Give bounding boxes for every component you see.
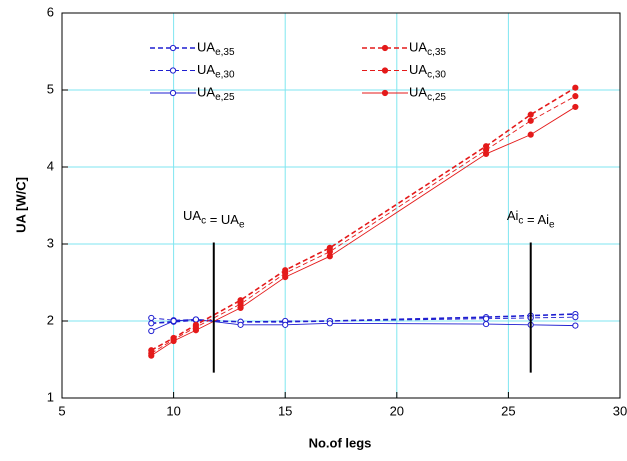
legend-label: UAc,30 <box>409 62 446 80</box>
legend-marker <box>381 44 389 52</box>
point <box>148 320 155 327</box>
point <box>527 117 534 124</box>
point <box>527 131 534 138</box>
point <box>572 93 579 100</box>
point <box>482 320 490 328</box>
plot-frame <box>61 12 621 399</box>
legend-label: UAc,25 <box>409 84 446 102</box>
legend-label: UAe,35 <box>197 39 235 57</box>
point <box>572 314 579 321</box>
point <box>572 84 579 91</box>
point <box>572 322 579 329</box>
point <box>572 103 579 111</box>
point <box>282 321 289 328</box>
x-axis-label: No.of legs <box>309 435 372 450</box>
annotation: UAc = UAe <box>183 208 245 230</box>
x-tick-label: 20 <box>390 403 404 418</box>
point <box>192 316 200 323</box>
y-axis-label: UA [W/C] <box>13 177 28 233</box>
point <box>326 320 333 327</box>
y-tick-label: 5 <box>47 81 54 96</box>
series-line <box>151 313 576 325</box>
point <box>237 304 244 312</box>
legend-marker <box>169 89 177 97</box>
point <box>482 150 490 158</box>
legend-marker <box>169 44 177 52</box>
point <box>237 321 244 328</box>
y-tick-label: 2 <box>47 312 54 327</box>
x-tick-label: 10 <box>166 403 180 418</box>
y-tick-label: 6 <box>47 4 54 19</box>
point <box>148 314 155 322</box>
point <box>326 253 333 260</box>
point <box>282 274 289 281</box>
legend-label: UAc,35 <box>409 39 446 57</box>
point <box>482 315 490 322</box>
legend-label: UAe,30 <box>197 62 235 80</box>
legend-label: UAe,25 <box>197 84 235 102</box>
point <box>192 327 200 334</box>
annotation: Aic = Aie <box>507 208 555 230</box>
point <box>170 317 177 325</box>
point <box>527 111 534 118</box>
legend-marker <box>381 67 389 74</box>
x-tick-label: 30 <box>613 403 627 418</box>
series-line <box>151 316 576 323</box>
point <box>148 327 155 335</box>
legend-marker <box>169 67 177 74</box>
y-tick-label: 3 <box>47 235 54 250</box>
x-tick-label: 5 <box>58 403 65 418</box>
y-tick-label: 4 <box>47 158 54 173</box>
legend-marker <box>381 89 389 97</box>
point <box>170 337 177 345</box>
x-tick-label: 15 <box>278 403 292 418</box>
point <box>148 352 155 359</box>
y-tick-label: 1 <box>47 389 54 404</box>
x-tick-label: 25 <box>501 403 515 418</box>
